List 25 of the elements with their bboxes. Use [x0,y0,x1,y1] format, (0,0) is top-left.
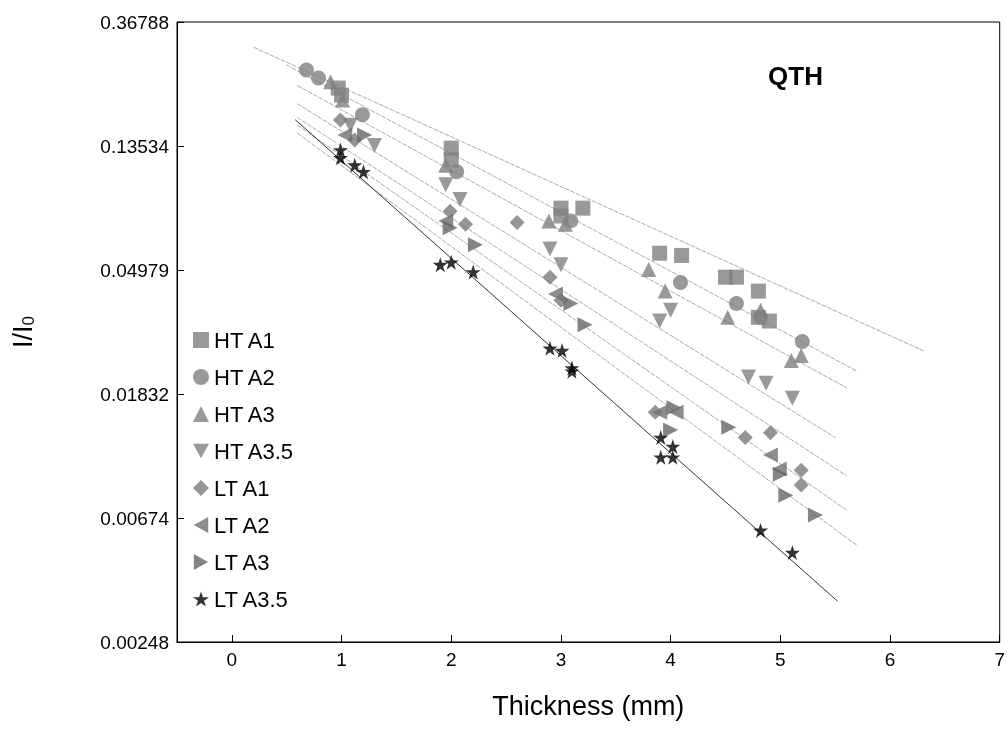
text: QTH [768,61,824,91]
legend-label: HT A2 [214,364,275,390]
y-tick-label: 0.13534 [100,135,170,157]
legend-label: HT A3.5 [214,438,294,464]
y-tick-label: 0.36788 [100,11,169,33]
y-tick-label: 0.00674 [100,507,170,529]
legend-label: LT A3 [214,549,270,575]
x-tick-label: 3 [555,649,567,670]
x-tick-label: 4 [665,649,677,670]
y-tick-label: 0.00248 [100,631,169,653]
legend-label: LT A1 [214,475,270,501]
legend-label: HT A3 [214,401,275,427]
legend-label: LT A3.5 [214,586,288,612]
x-tick-label: 6 [884,649,896,670]
y-tick-label: 0.01832 [100,383,169,405]
x-tick-label: 1 [336,649,347,670]
x-axis-title: Thickness (mm) [492,690,685,721]
y-axis-title: I/I0 [7,316,38,348]
y-tick-label: 0.04979 [100,259,169,281]
x-tick-label: 5 [775,649,786,670]
x-tick-label: 0 [226,649,238,670]
x-tick-label: 2 [445,649,457,670]
x-tick-label: 7 [994,649,1006,670]
legend-label: LT A2 [214,512,270,538]
legend-label: HT A1 [214,327,275,353]
